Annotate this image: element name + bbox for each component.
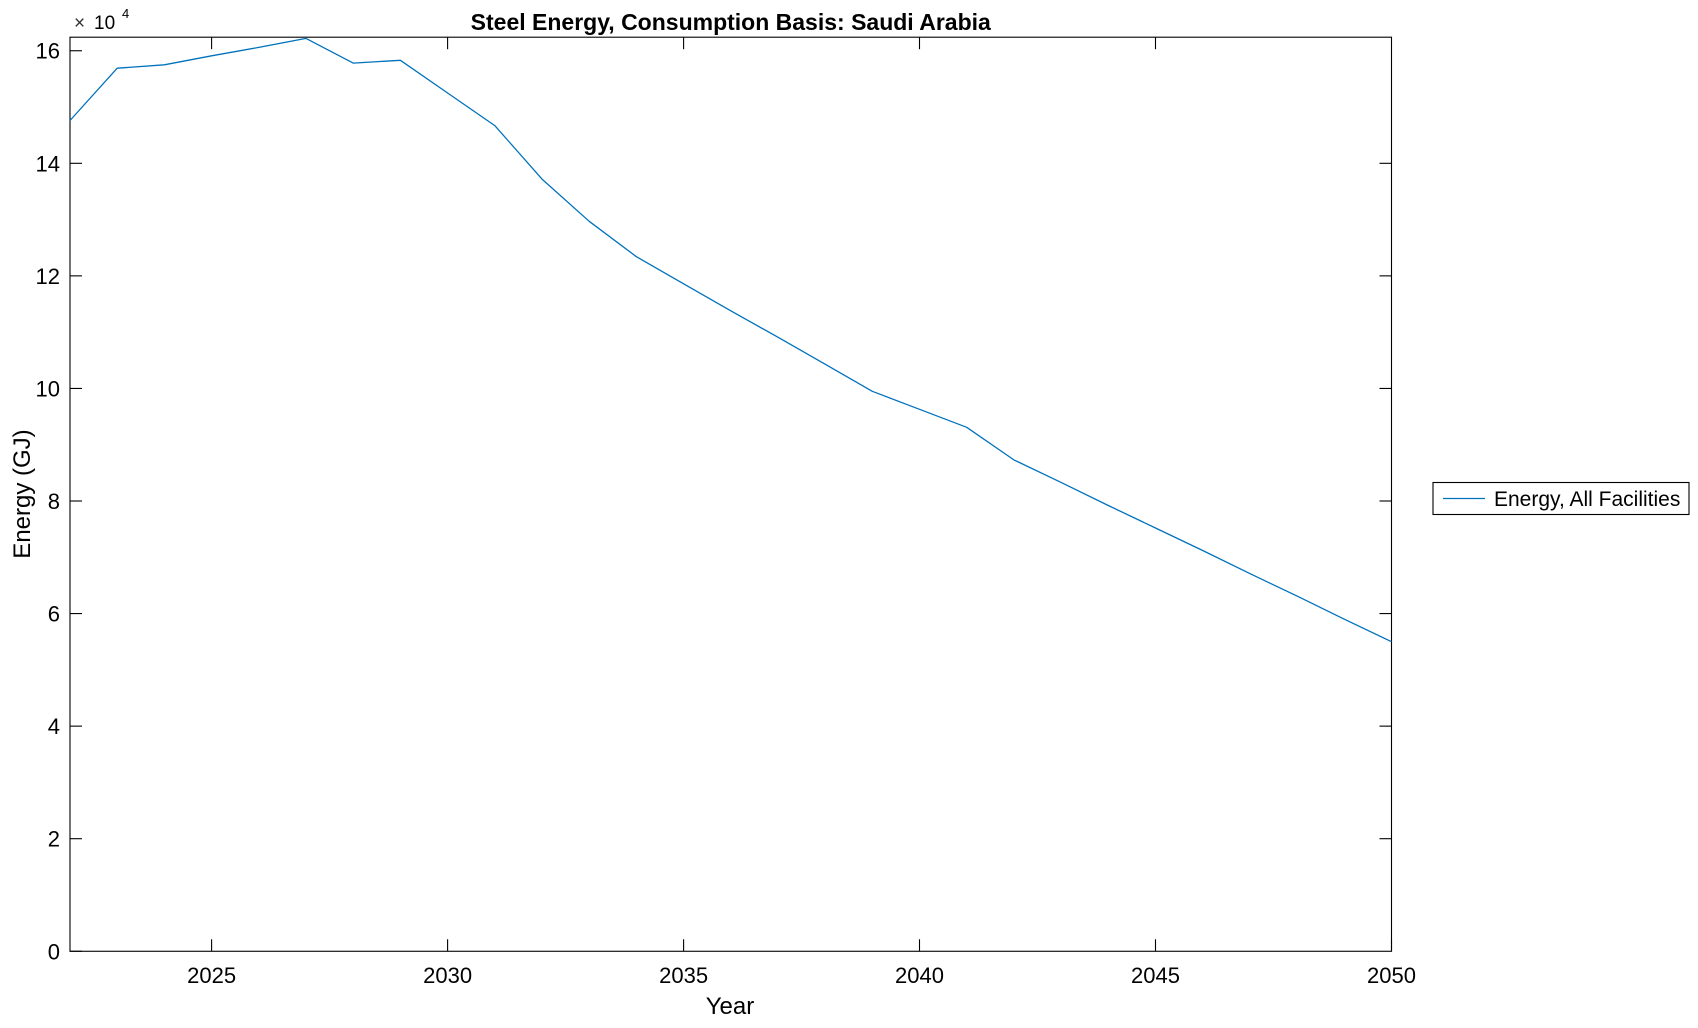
svg-text:2035: 2035 [659,963,708,988]
svg-text:2: 2 [48,827,60,852]
svg-text:2050: 2050 [1367,963,1416,988]
svg-text:14: 14 [36,151,60,176]
svg-text:16: 16 [36,39,60,64]
svg-text:Energy, All Facilities: Energy, All Facilities [1494,488,1680,511]
svg-text:0: 0 [48,939,60,964]
svg-text:Year: Year [706,993,755,1020]
svg-text:6: 6 [48,602,60,627]
svg-text:10: 10 [36,376,60,401]
svg-text:2045: 2045 [1131,963,1180,988]
svg-text:4: 4 [48,714,60,739]
svg-text:2030: 2030 [423,963,472,988]
svg-text:2040: 2040 [895,963,944,988]
svg-text:12: 12 [36,264,60,289]
svg-text:2025: 2025 [187,963,236,988]
svg-text:8: 8 [48,489,60,514]
svg-text:Energy (GJ): Energy (GJ) [9,429,36,558]
